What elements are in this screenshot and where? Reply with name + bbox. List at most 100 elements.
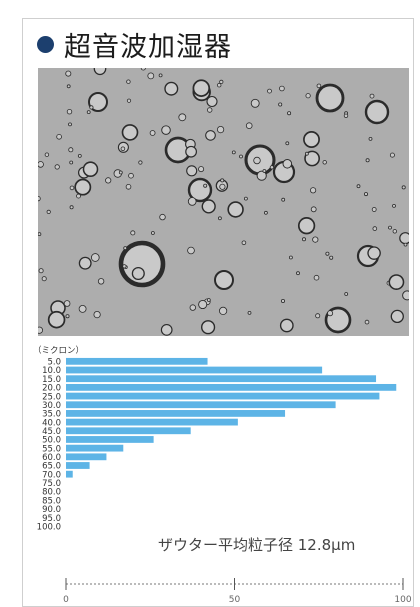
page-title: 超音波加湿器: [64, 31, 232, 63]
bubble: [65, 314, 70, 319]
bubble: [118, 170, 123, 175]
bubble: [105, 177, 112, 184]
bubble: [74, 178, 92, 196]
bubble: [38, 232, 42, 236]
bubble: [122, 264, 127, 269]
y-tick-label: 55.0: [42, 444, 61, 454]
bubble: [402, 290, 409, 301]
bubble: [296, 271, 300, 276]
bubble: [161, 125, 171, 135]
bubble: [329, 255, 334, 260]
bubble: [262, 169, 267, 173]
bubble: [315, 313, 321, 319]
bubble: [198, 166, 205, 173]
bubble: [192, 79, 211, 97]
bubble: [325, 251, 330, 256]
bar: [66, 375, 377, 383]
bubble: [390, 309, 404, 324]
bubble: [371, 207, 377, 212]
y-tick-label: 30.0: [42, 401, 61, 411]
bubble: [206, 298, 211, 302]
bubble: [121, 124, 139, 141]
bubble: [38, 268, 44, 274]
y-tick-label: 65.0: [42, 462, 61, 472]
bubble: [322, 160, 327, 165]
bubble: [312, 236, 319, 243]
bubble: [82, 161, 99, 177]
y-tick-label: 35.0: [42, 410, 61, 420]
y-tick-label: 90.0: [42, 505, 61, 515]
bubble: [372, 226, 378, 231]
bubble: [216, 83, 222, 88]
bubble: [93, 311, 101, 319]
bubble: [189, 304, 196, 311]
bubble: [89, 105, 94, 110]
bubble: [315, 83, 345, 113]
bar: [66, 357, 208, 365]
bubble: [185, 145, 197, 158]
bubble: [281, 197, 286, 202]
bubble: [368, 137, 373, 141]
bubble: [69, 185, 75, 191]
bubble: [304, 150, 320, 167]
bubble: [44, 152, 50, 157]
bubble: [250, 98, 260, 108]
bubble: [66, 109, 73, 115]
bubble: [118, 240, 166, 288]
bubble: [309, 187, 317, 194]
bullet-icon: [37, 35, 54, 53]
bubble: [63, 300, 71, 307]
y-tick-label: 75.0: [42, 479, 61, 489]
bubble: [217, 125, 225, 134]
bubble: [392, 203, 396, 208]
bubble: [231, 150, 236, 155]
bubble: [46, 209, 51, 214]
bubble: [256, 170, 267, 181]
bubble: [388, 225, 392, 230]
bubble: [267, 88, 272, 94]
bubble: [56, 134, 62, 140]
bubble: [303, 131, 320, 148]
bubble: [278, 102, 283, 107]
bubble: [164, 81, 179, 96]
bubble: [90, 253, 100, 262]
bubble: [38, 326, 43, 334]
bubble: [310, 206, 317, 213]
bubble: [313, 274, 320, 281]
bar: [66, 383, 397, 391]
bubble: [287, 111, 292, 116]
bar: [66, 410, 286, 417]
bubble: [279, 85, 285, 92]
bubble: [203, 183, 208, 188]
bubble: [126, 79, 131, 84]
bubble: [120, 146, 126, 152]
bubble: [88, 92, 108, 112]
bubble: [364, 99, 390, 125]
bubble: [159, 213, 166, 221]
bar: [66, 427, 191, 435]
bubble: [149, 130, 156, 136]
y-tick-label: 15.0: [42, 375, 61, 385]
bar: [66, 470, 73, 478]
bubble: [187, 197, 197, 206]
bubble: [279, 318, 294, 333]
bubble: [38, 196, 41, 202]
bubble: [388, 274, 405, 290]
x-tick-label: 50: [229, 595, 241, 605]
bubble: [220, 178, 225, 183]
bar: [66, 462, 90, 469]
bubble: [77, 154, 82, 158]
bubbles-micrograph-icon: [38, 68, 409, 336]
y-tick-label: 70.0: [42, 470, 61, 480]
bubble: [187, 246, 195, 255]
bubble: [125, 184, 132, 190]
bubble: [86, 110, 91, 114]
bubble: [151, 231, 155, 235]
bubble: [365, 158, 370, 163]
bubble: [316, 83, 322, 89]
bubble: [297, 217, 316, 235]
bar: [66, 392, 380, 400]
bubble: [245, 122, 253, 129]
bar: [66, 436, 154, 443]
bubble: [147, 72, 155, 80]
